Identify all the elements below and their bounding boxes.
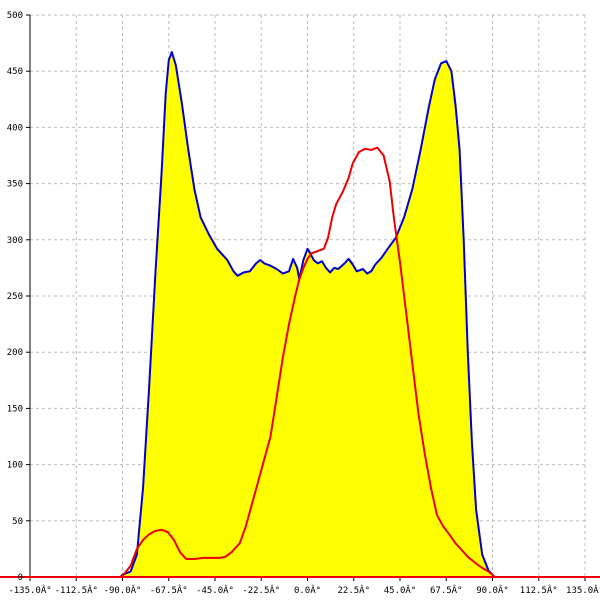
x-tick-label: 22.5Â° <box>337 584 370 596</box>
y-tick-label: 50 <box>12 517 23 527</box>
x-tick-label: -22.5Â° <box>242 584 280 596</box>
series-layer <box>30 51 585 578</box>
x-tick-label: 135.0Â° <box>566 584 600 596</box>
y-tick-label: 350 <box>7 180 23 190</box>
y-tick-label: 400 <box>7 123 23 133</box>
x-tick-label: 0.0Â° <box>294 584 321 596</box>
fill-layer <box>30 52 585 578</box>
x-tick-label: -135.0Â° <box>8 584 51 596</box>
x-tick-label: -45.0Â° <box>196 584 234 596</box>
x-tick-label: -112.5Â° <box>55 584 98 596</box>
y-tick-label: 150 <box>7 404 23 414</box>
x-tick-label: 67.5Â° <box>430 584 463 596</box>
y-tick-label: 300 <box>7 236 23 246</box>
x-tick-label: 112.5Â° <box>520 584 558 596</box>
x-tick-label: 45.0Â° <box>384 584 417 596</box>
x-tick-label: -90.0Â° <box>104 584 142 596</box>
x-tick-label: -67.5Â° <box>150 584 188 596</box>
series-area-fill <box>30 52 585 578</box>
y-tick-label: 250 <box>7 292 23 302</box>
tick-label-layer: -135.0Â° -112.5Â° -90.0Â° -67.5Â° -45.0Â° -22… <box>7 11 600 596</box>
x-tick-label: 90.0Â° <box>476 584 509 596</box>
series-line-1 <box>30 51 585 578</box>
y-tick-label: 200 <box>7 348 23 358</box>
y-tick-label: 500 <box>7 11 23 21</box>
series-line-2 <box>30 146 585 578</box>
y-tick-label: 100 <box>7 461 23 471</box>
y-tick-label: 0 <box>18 573 23 583</box>
y-tick-label: 450 <box>7 67 23 77</box>
